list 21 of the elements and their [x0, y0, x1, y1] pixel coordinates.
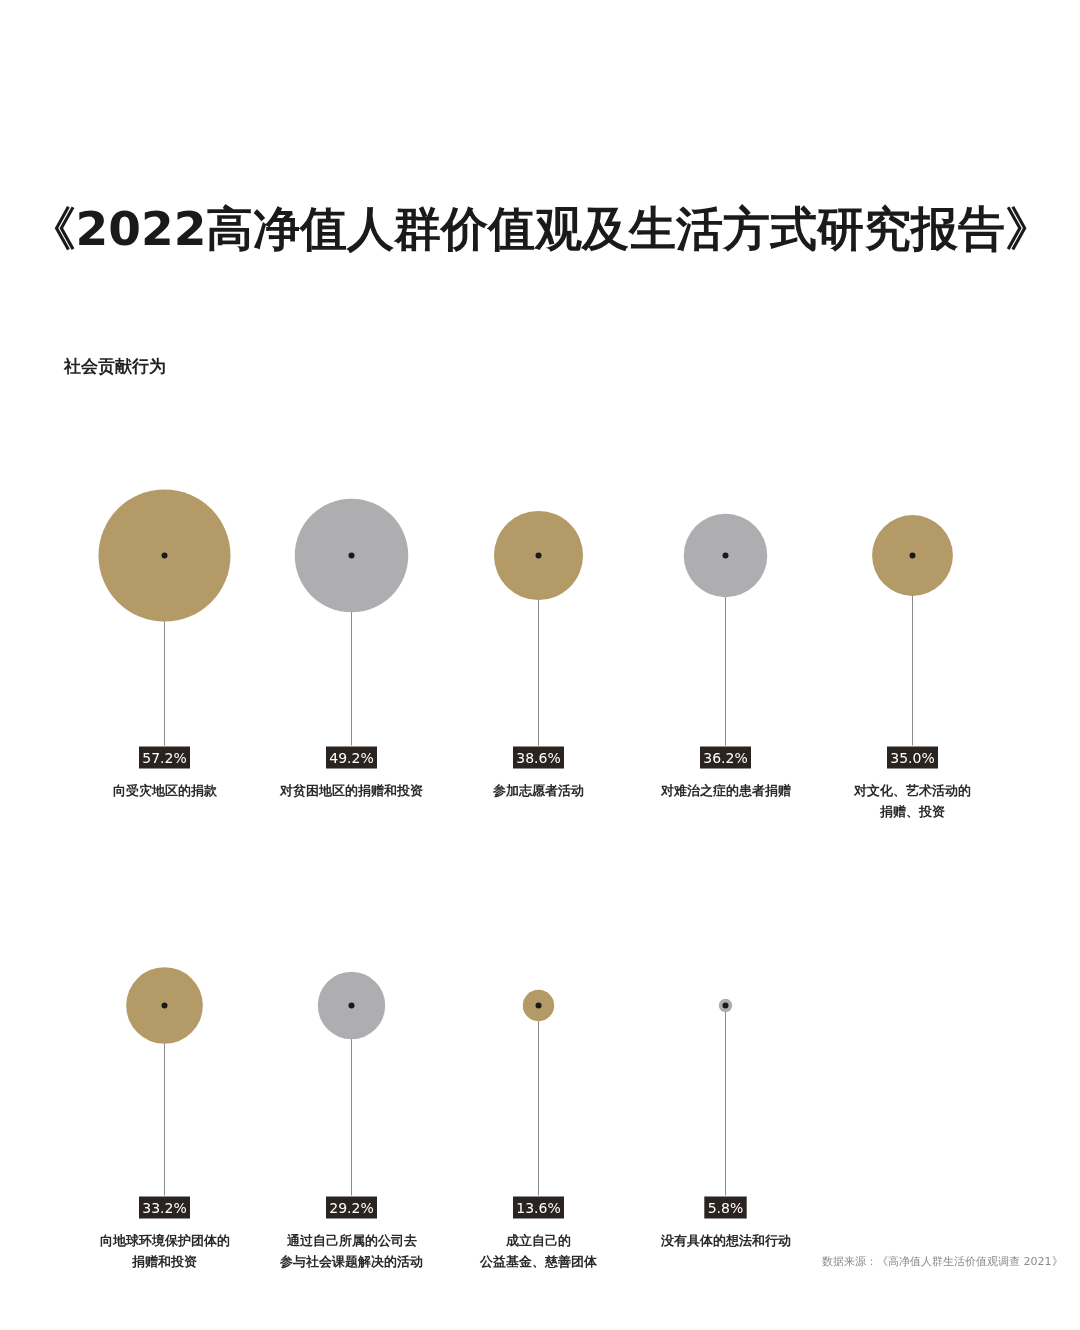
- source-note: 数据来源：《高净值人群生活价值观调查 2021》: [822, 1255, 1063, 1268]
- data-label: 33.2%: [142, 1199, 187, 1216]
- text: 《2022高净值人群价值观及生活方式研究报告》: [28, 201, 1053, 256]
- category-label: 成立自己的公益基金、慈善团体: [479, 1233, 598, 1269]
- category-label: 向地球环境保护团体的捐赠和投资: [99, 1233, 230, 1269]
- data-label: 29.2%: [329, 1199, 374, 1216]
- category-label: 通过自己所属的公司去参与社会课题解决的活动: [279, 1233, 423, 1269]
- data-label: 49.2%: [329, 749, 374, 766]
- category-label: 向受灾地区的捐款: [112, 783, 218, 798]
- data-label: 36.2%: [703, 749, 748, 766]
- text: 社会贡献行为: [62, 355, 166, 376]
- data-label: 5.8%: [707, 1199, 744, 1216]
- category-label: 没有具体的想法和行动: [659, 1233, 791, 1248]
- category-label: 对难治之症的患者捐赠: [659, 783, 791, 798]
- data-label: 35.0%: [890, 749, 935, 766]
- data-label: 13.6%: [516, 1199, 561, 1216]
- data-label: 57.2%: [142, 749, 187, 766]
- category-label: 对贫困地区的捐赠和投资: [279, 783, 423, 798]
- category-label: 对文化、艺术活动的捐赠、投资: [853, 783, 971, 819]
- category-label: 参加志愿者活动: [492, 783, 584, 798]
- data-label: 38.6%: [516, 749, 561, 766]
